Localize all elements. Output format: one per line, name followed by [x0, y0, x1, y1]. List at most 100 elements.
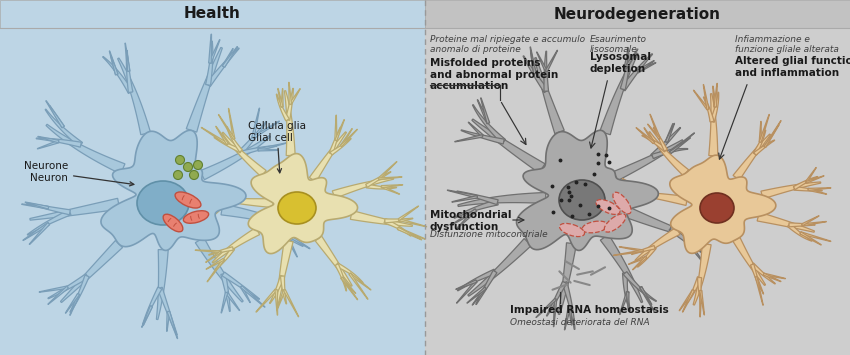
Polygon shape	[143, 287, 162, 324]
Polygon shape	[685, 240, 698, 256]
Polygon shape	[332, 178, 394, 198]
Polygon shape	[223, 47, 237, 67]
Polygon shape	[713, 86, 717, 107]
Polygon shape	[456, 280, 477, 290]
Polygon shape	[461, 130, 504, 144]
Polygon shape	[793, 176, 818, 190]
Polygon shape	[756, 277, 763, 294]
Text: Infiammazione e
funzione gliale alterata: Infiammazione e funzione gliale alterata	[735, 35, 839, 54]
Text: Health: Health	[184, 6, 241, 22]
Polygon shape	[143, 306, 152, 326]
Ellipse shape	[700, 193, 734, 223]
Polygon shape	[65, 294, 80, 313]
Polygon shape	[70, 294, 80, 315]
Polygon shape	[207, 193, 225, 196]
Polygon shape	[564, 306, 571, 330]
Text: Mitochondrial
dysfunction: Mitochondrial dysfunction	[430, 210, 512, 231]
Polygon shape	[238, 121, 267, 155]
Polygon shape	[635, 228, 680, 261]
Ellipse shape	[137, 181, 189, 225]
Polygon shape	[186, 48, 223, 132]
Polygon shape	[241, 286, 251, 303]
Polygon shape	[558, 243, 576, 315]
Polygon shape	[335, 264, 347, 291]
Bar	[0, 0, 425, 28]
Ellipse shape	[175, 155, 184, 164]
Polygon shape	[806, 176, 824, 183]
Ellipse shape	[582, 221, 608, 233]
Polygon shape	[800, 232, 821, 245]
Polygon shape	[536, 52, 547, 72]
Polygon shape	[399, 219, 427, 227]
Polygon shape	[694, 229, 720, 239]
Polygon shape	[167, 311, 178, 339]
Polygon shape	[229, 108, 235, 139]
Polygon shape	[670, 138, 690, 154]
Polygon shape	[125, 43, 130, 71]
Polygon shape	[693, 244, 711, 305]
Polygon shape	[284, 290, 298, 317]
Ellipse shape	[163, 214, 183, 232]
Polygon shape	[789, 223, 815, 227]
Polygon shape	[37, 138, 82, 147]
Ellipse shape	[175, 192, 201, 208]
Polygon shape	[49, 105, 65, 128]
Polygon shape	[787, 223, 812, 241]
Polygon shape	[710, 92, 719, 122]
Polygon shape	[624, 50, 628, 69]
Polygon shape	[269, 219, 317, 224]
Polygon shape	[703, 97, 714, 122]
Text: Neurodegeneration: Neurodegeneration	[553, 6, 721, 22]
Polygon shape	[196, 237, 243, 302]
Polygon shape	[456, 280, 477, 303]
Polygon shape	[292, 221, 320, 223]
Polygon shape	[714, 83, 717, 107]
Polygon shape	[275, 290, 278, 315]
Polygon shape	[759, 114, 769, 142]
Polygon shape	[652, 148, 688, 159]
Polygon shape	[241, 286, 265, 307]
Polygon shape	[398, 227, 425, 239]
Polygon shape	[329, 127, 341, 154]
Polygon shape	[101, 130, 246, 250]
Polygon shape	[276, 94, 289, 121]
Polygon shape	[805, 168, 816, 183]
Polygon shape	[447, 190, 478, 198]
Polygon shape	[256, 289, 277, 312]
Polygon shape	[142, 306, 152, 327]
Polygon shape	[110, 55, 118, 75]
Text: Lysosomal
depletion: Lysosomal depletion	[590, 52, 651, 73]
Polygon shape	[211, 197, 273, 208]
Polygon shape	[764, 125, 779, 148]
Polygon shape	[536, 298, 557, 318]
Polygon shape	[600, 53, 638, 135]
Text: Proteine mal ripiegate e accumulo
anomalo di proteine: Proteine mal ripiegate e accumulo anomal…	[430, 35, 585, 54]
Polygon shape	[341, 277, 356, 294]
Polygon shape	[472, 287, 486, 305]
Polygon shape	[654, 127, 667, 151]
Polygon shape	[29, 223, 49, 245]
Polygon shape	[451, 209, 477, 225]
Polygon shape	[669, 226, 702, 253]
Polygon shape	[700, 290, 705, 315]
Polygon shape	[622, 179, 642, 191]
Polygon shape	[763, 273, 781, 282]
Polygon shape	[455, 135, 483, 142]
Polygon shape	[127, 50, 133, 93]
Polygon shape	[212, 198, 240, 208]
Polygon shape	[523, 56, 548, 93]
Polygon shape	[349, 273, 368, 299]
Polygon shape	[38, 136, 59, 143]
Ellipse shape	[184, 211, 208, 223]
Polygon shape	[802, 216, 819, 226]
Polygon shape	[649, 132, 688, 176]
Polygon shape	[207, 189, 225, 195]
Polygon shape	[399, 206, 418, 220]
Polygon shape	[800, 232, 830, 241]
Polygon shape	[628, 195, 654, 201]
Polygon shape	[794, 186, 822, 191]
Polygon shape	[640, 286, 654, 311]
Polygon shape	[378, 162, 397, 180]
Polygon shape	[671, 225, 717, 233]
Polygon shape	[157, 287, 178, 335]
